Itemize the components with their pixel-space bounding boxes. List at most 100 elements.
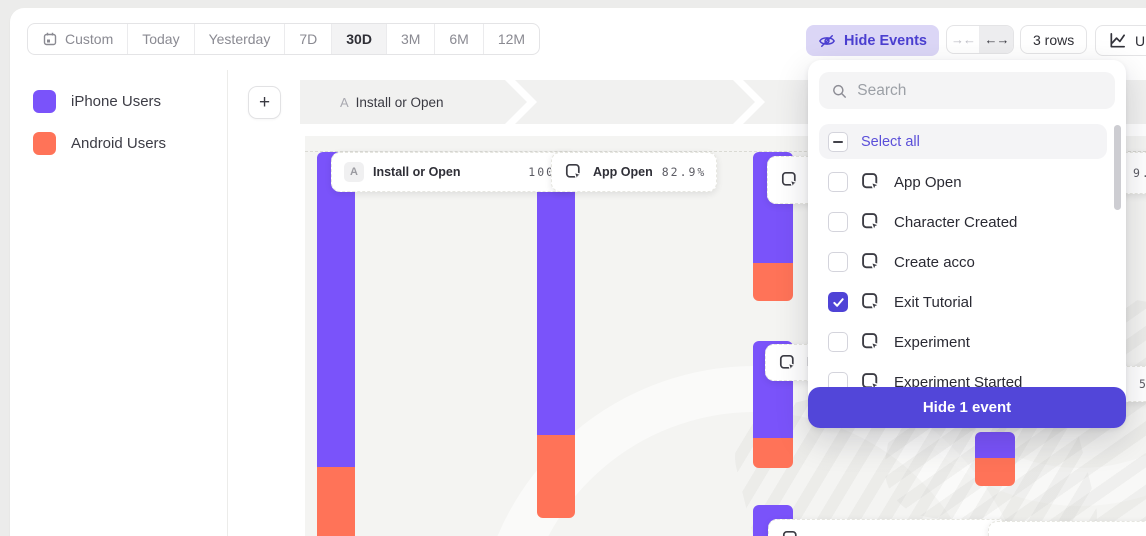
event-item-character-created[interactable]: Character Created <box>819 202 1107 242</box>
event-label: Exit Tutorial <box>894 293 973 311</box>
funnel-step-card[interactable] <box>768 519 1008 536</box>
legend-item-android-users: Android Users <box>33 132 166 155</box>
rows-label: 3 rows <box>1033 31 1075 48</box>
line-chart-icon <box>1110 32 1126 48</box>
check-icon <box>832 297 844 307</box>
scrollbar-thumb[interactable] <box>1114 125 1121 210</box>
date-range-12m[interactable]: 12M <box>484 24 539 54</box>
event-icon <box>862 213 882 233</box>
funnel-bar <box>975 432 1015 486</box>
event-checkbox[interactable] <box>828 332 848 352</box>
event-item-app-open[interactable]: App Open <box>819 162 1107 202</box>
legend-label: iPhone Users <box>71 93 162 110</box>
event-item-experiment[interactable]: Experiment <box>819 322 1107 362</box>
date-range-label: 3M <box>400 31 421 47</box>
step-label: App Open <box>593 164 653 181</box>
indeterminate-mark <box>833 140 843 143</box>
event-label: Experiment Started <box>894 373 1023 391</box>
event-label: Character Created <box>894 213 1018 231</box>
event-checkbox[interactable] <box>828 292 848 312</box>
bar-segment-android <box>753 263 793 301</box>
date-range-yesterday[interactable]: Yesterday <box>195 24 286 54</box>
event-icon <box>862 173 882 193</box>
event-icon <box>860 331 882 353</box>
event-item-experiment-started[interactable]: Experiment Started <box>819 362 1107 390</box>
hide-events-dropdown: Select all App Open Character Created Crea… <box>808 60 1126 428</box>
date-range-label: 30D <box>346 31 372 47</box>
legend-divider <box>227 70 228 536</box>
hide-events-button[interactable]: Hide Events <box>806 25 939 56</box>
event-list: App Open Character Created Create acco Exit… <box>819 162 1107 390</box>
step-letter-badge: A <box>344 162 364 182</box>
funnel-step-card[interactable]: App Open 82.9% <box>551 152 717 192</box>
date-range-label: 6M <box>449 31 469 47</box>
event-checkbox[interactable] <box>828 252 848 272</box>
event-icon <box>565 163 584 182</box>
collapse-columns-button[interactable]: →← <box>947 26 980 53</box>
date-range-6m[interactable]: 6M <box>435 24 484 54</box>
event-label: App Open <box>894 173 962 191</box>
event-icon <box>860 251 882 273</box>
hide-one-event-button[interactable]: Hide 1 event <box>808 387 1126 428</box>
bar-segment-iphone <box>537 152 575 435</box>
date-range-control: Custom Today Yesterday 7D 30D 3M 6M 12M <box>27 23 541 55</box>
search-input[interactable] <box>857 81 1103 100</box>
date-range-today[interactable]: Today <box>128 24 195 54</box>
date-range-label: 7D <box>299 31 318 47</box>
chart-type-button[interactable]: U <box>1095 25 1146 56</box>
date-range-3m[interactable]: 3M <box>387 24 436 54</box>
event-icon <box>862 293 882 313</box>
event-checkbox[interactable] <box>828 212 848 232</box>
event-icon <box>862 253 882 273</box>
select-all-row[interactable]: Select all <box>819 124 1107 159</box>
legend-swatch <box>33 132 56 155</box>
event-icon <box>564 162 584 182</box>
event-checkbox[interactable] <box>828 172 848 192</box>
search-box <box>819 72 1115 109</box>
step-label-line: Install or Open <box>373 164 461 179</box>
toolbar: Custom Today Yesterday 7D 30D 3M 6M 12M Hide Ev… <box>0 0 1146 62</box>
date-range-30d[interactable]: 30D <box>332 24 387 54</box>
event-icon <box>778 353 798 373</box>
plot-top-dotted-line <box>305 151 1146 152</box>
bar-segment-android <box>975 458 1015 486</box>
select-all-checkbox[interactable] <box>828 131 848 152</box>
event-label: Experiment <box>894 333 970 351</box>
event-item-exit-tutorial[interactable]: Exit Tutorial <box>819 282 1107 322</box>
expand-columns-button[interactable]: ←→ <box>980 26 1013 53</box>
eye-off-icon <box>819 34 835 47</box>
add-step-button[interactable]: + <box>248 86 281 119</box>
funnel-bar <box>537 152 575 518</box>
legend-label: Android Users <box>71 135 167 152</box>
event-label: Create acco <box>894 253 975 271</box>
step-conversion-pct: 9.7% <box>1133 166 1146 180</box>
funnel-step-card[interactable] <box>988 521 1146 536</box>
hide-events-label: Hide Events <box>844 32 927 49</box>
event-icon <box>860 211 882 233</box>
step-prefix: A <box>340 94 349 110</box>
date-range-label: Today <box>142 31 180 47</box>
date-range-7d[interactable]: 7D <box>285 24 333 54</box>
event-icon <box>780 170 800 190</box>
chart-type-label: U <box>1135 32 1146 49</box>
legend-item-iphone-users: iPhone Users <box>33 90 166 113</box>
event-icon <box>781 171 800 190</box>
step-conversion-pct: 82.9% <box>661 165 707 179</box>
step-label-line: App Open <box>593 164 653 179</box>
date-range-label: Yesterday <box>208 31 271 47</box>
funnel-step-card[interactable]: A Install or Open 100% <box>331 152 577 192</box>
event-icon <box>860 171 882 193</box>
event-icon <box>860 291 882 313</box>
event-icon <box>779 354 798 373</box>
rows-button[interactable]: 3 rows <box>1020 25 1088 54</box>
event-item-create-acco[interactable]: Create acco <box>819 242 1107 282</box>
bar-segment-android <box>537 435 575 518</box>
legend-swatch <box>33 90 56 113</box>
date-range-label: Custom <box>65 31 114 47</box>
date-range-custom[interactable]: Custom <box>28 24 129 54</box>
event-checkbox[interactable] <box>828 372 848 390</box>
bar-segment-iphone <box>975 432 1015 458</box>
step-header-label[interactable]: Install or Open <box>355 94 444 110</box>
calendar-icon <box>43 32 57 46</box>
event-icon <box>862 333 882 353</box>
